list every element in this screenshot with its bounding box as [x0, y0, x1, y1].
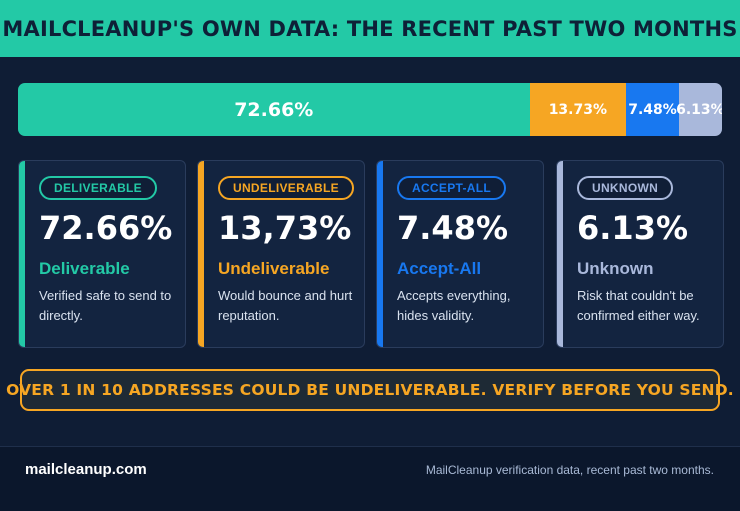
bar-segment-label: 7.48% [628, 101, 677, 118]
card-accent-stripe [557, 161, 563, 347]
warning-callout: OVER 1 IN 10 ADDRESSES COULD BE UNDELIVE… [6, 369, 734, 411]
card-title: Accept-All [397, 259, 482, 278]
card-description: Risk that couldn't be confirmed either w… [577, 288, 700, 323]
card-deliverable: DELIVERABLE 72.66% Deliverable Verified … [18, 160, 186, 348]
source-note: MailCleanup verification data, recent pa… [425, 463, 714, 477]
card-title: Deliverable [39, 259, 130, 278]
card-undeliverable: UNDELIVERABLE 13,73% Undeliverable Would… [197, 160, 365, 348]
bar-segment-unknown: 6.13% [676, 83, 722, 136]
warning-callout-text: OVER 1 IN 10 ADDRESSES COULD BE UNDELIVE… [6, 381, 734, 399]
bar-segment-label: 6.13% [676, 101, 722, 118]
card-percentage: 72.66% [39, 209, 173, 247]
status-badge: ACCEPT-ALL [397, 176, 506, 200]
card-title: Unknown [577, 259, 654, 278]
card-description: Would bounce and hurt reputation. [218, 288, 353, 323]
card-unknown: UNKNOWN 6.13% Unknown Risk that couldn't… [556, 160, 724, 348]
card-accent-stripe [19, 161, 25, 347]
card-accent-stripe [377, 161, 383, 347]
card-percentage: 7.48% [397, 209, 509, 247]
header-banner: MAILCLEANUP'S OWN DATA: THE RECENT PAST … [0, 0, 740, 57]
card-accent-stripe [198, 161, 204, 347]
stacked-bar-chart: 72.66% 13.73% 7.48% 6.13% [18, 83, 722, 136]
card-description: Verified safe to send to directly. [39, 288, 172, 323]
bar-segment-label: 13.73% [548, 101, 607, 118]
card-percentage: 13,73% [218, 209, 352, 247]
page-title: MAILCLEANUP'S OWN DATA: THE RECENT PAST … [2, 16, 738, 41]
card-percentage: 6.13% [577, 209, 689, 247]
footer: mailcleanup.com MailCleanup verification… [0, 446, 740, 511]
card-title: Undeliverable [218, 259, 330, 278]
status-badge: DELIVERABLE [39, 176, 157, 200]
status-badge: UNKNOWN [577, 176, 674, 200]
card-accept-all: ACCEPT-ALL 7.48% Accept-All Accepts ever… [376, 160, 544, 348]
status-badge: UNDELIVERABLE [218, 176, 354, 200]
bar-segment-deliverable: 72.66% [18, 83, 530, 136]
bar-segment-label: 72.66% [234, 98, 314, 121]
card-description: Accepts everything, hides validity. [397, 288, 511, 323]
bar-segment-accept-all: 7.48% [626, 83, 679, 136]
site-url: mailcleanup.com [25, 461, 147, 478]
bar-segment-undeliverable: 13.73% [529, 83, 627, 136]
